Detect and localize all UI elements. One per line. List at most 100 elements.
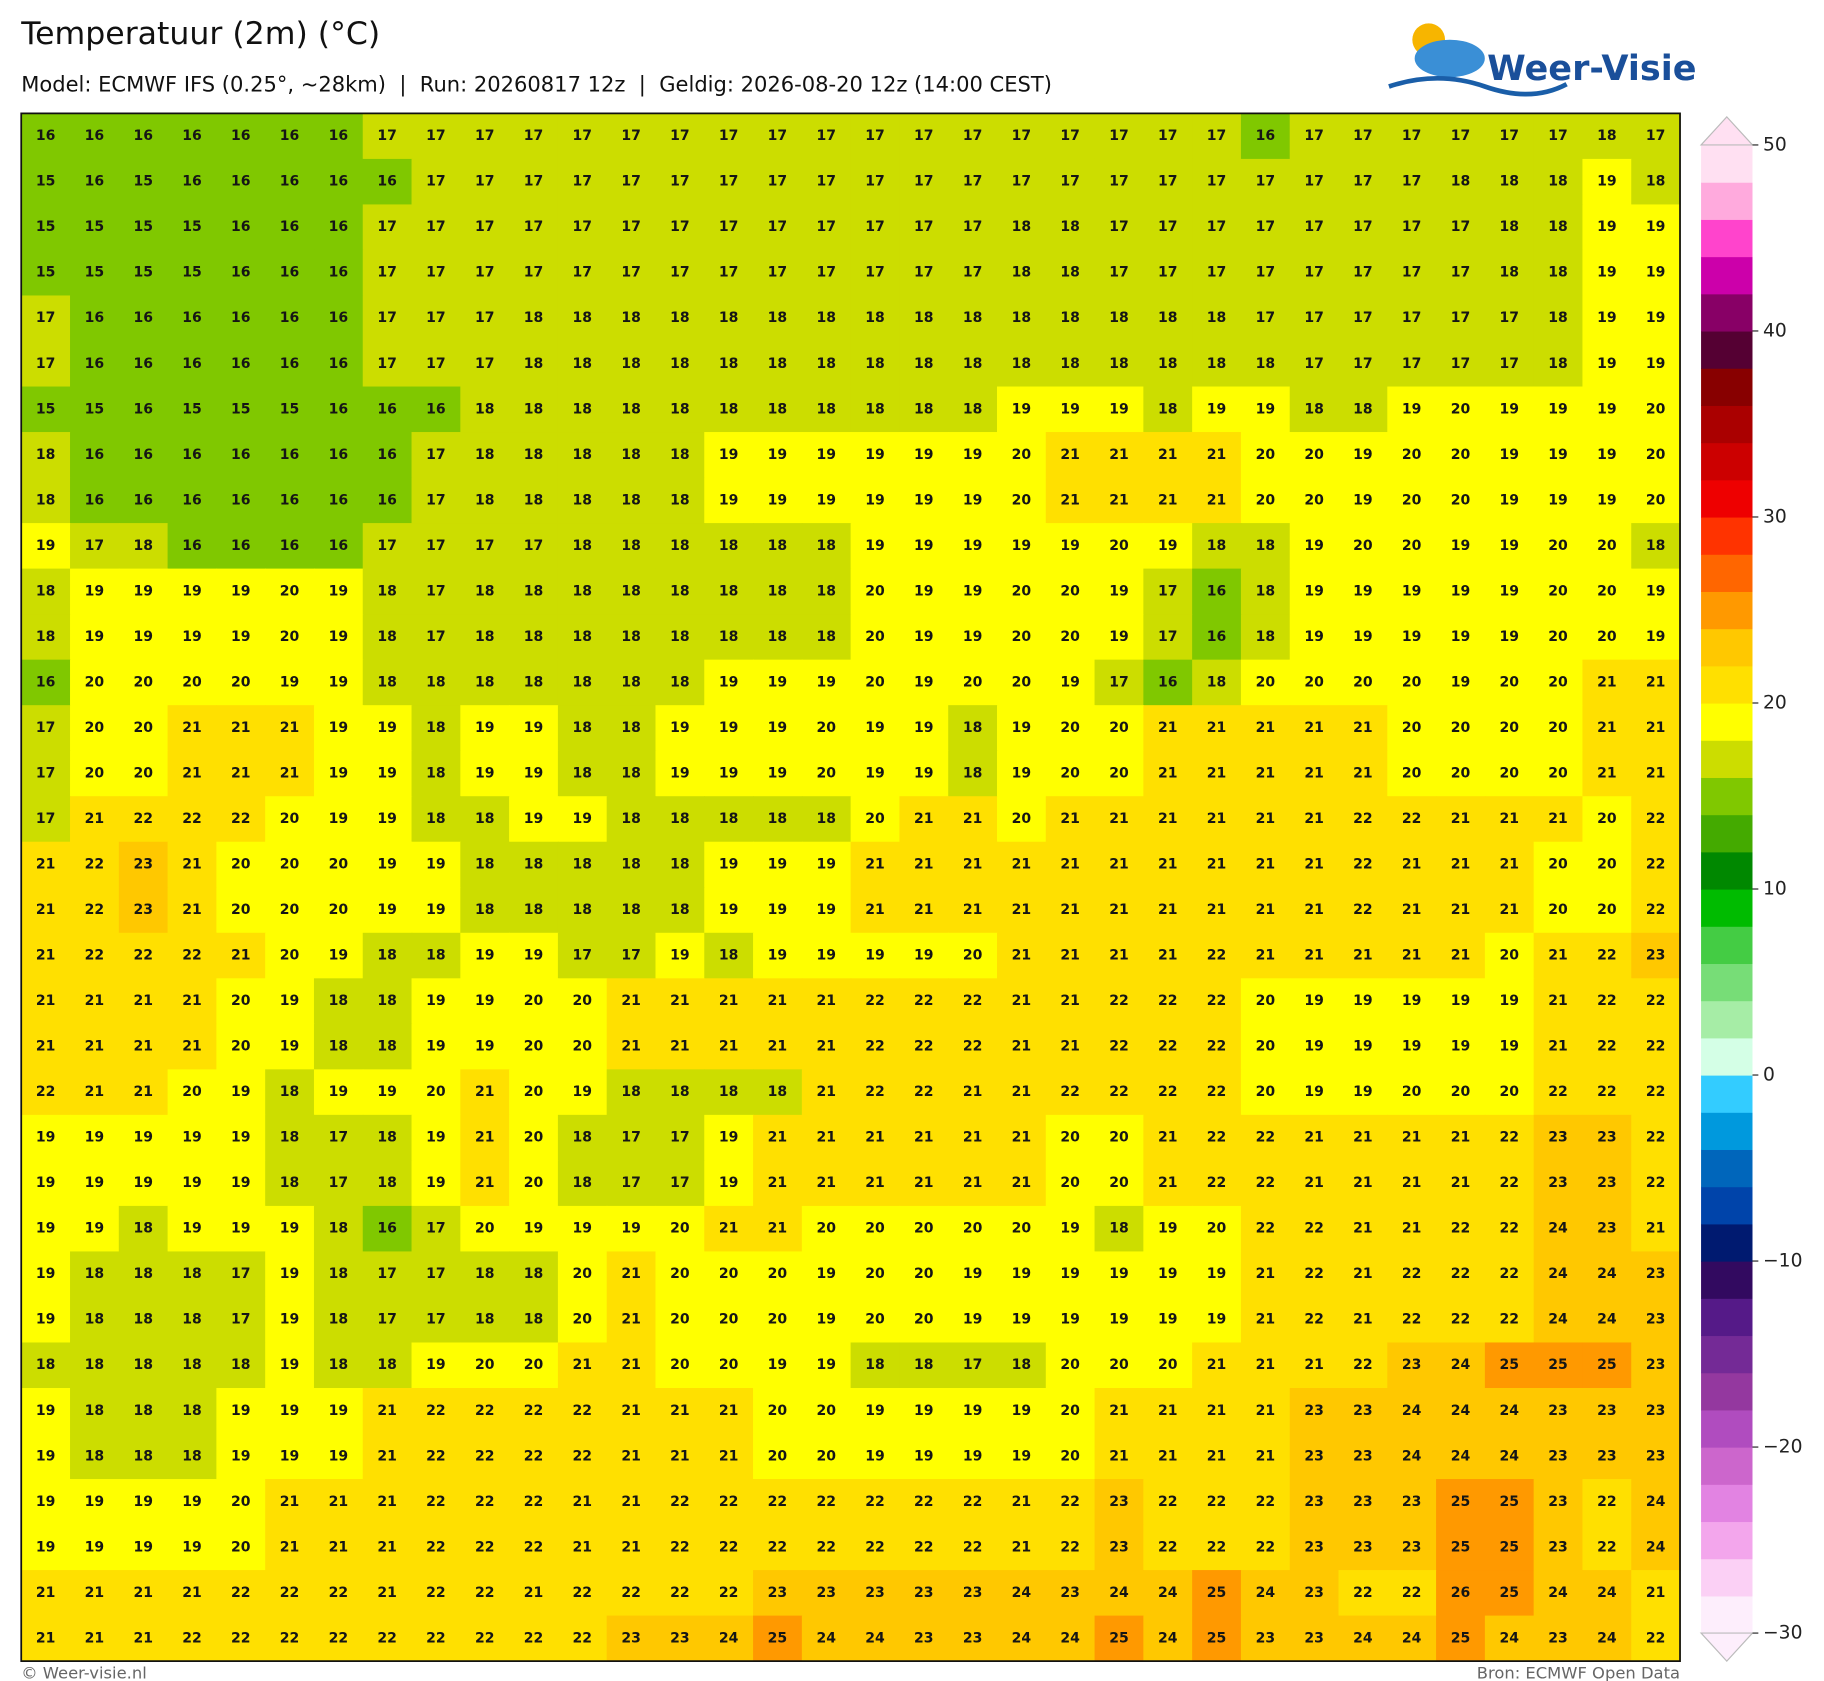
cell-value: 20 (1500, 765, 1520, 781)
cell-value: 22 (182, 1630, 202, 1646)
cell-value: 21 (621, 1403, 641, 1419)
cell-value: 20 (1353, 538, 1373, 554)
cell (1045, 1342, 1096, 1389)
cell (411, 659, 462, 706)
cell (996, 249, 1047, 297)
cell (753, 614, 803, 661)
cell (948, 1479, 998, 1526)
cell (1094, 568, 1145, 615)
cell-value: 22 (1158, 993, 1178, 1009)
cell (216, 1524, 266, 1571)
cell-value: 20 (1500, 674, 1520, 690)
cell-value: 19 (816, 674, 836, 690)
cell-value: 24 (1402, 1403, 1422, 1419)
cell (1289, 1433, 1340, 1480)
cell-value: 22 (573, 1403, 593, 1419)
credit: © Weer-visie.nl (21, 1663, 147, 1681)
cell (1143, 841, 1193, 888)
cell-value: 20 (1012, 1221, 1032, 1237)
cell-value: 24 (1597, 1312, 1617, 1328)
cell (1387, 249, 1437, 297)
cell (509, 113, 559, 160)
cell-value: 22 (524, 1494, 544, 1510)
cell-value: 22 (1451, 1312, 1471, 1328)
cell-value: 17 (719, 219, 739, 235)
cell (1582, 932, 1632, 980)
cell (1338, 705, 1388, 752)
cell-value: 17 (426, 174, 446, 190)
cell-value: 18 (475, 629, 495, 645)
cell-value: 18 (377, 1357, 397, 1373)
cell-value: 20 (1207, 1221, 1227, 1237)
cell (899, 477, 949, 524)
cell (1533, 1296, 1584, 1344)
cell (850, 1069, 901, 1116)
cell (996, 750, 1047, 797)
cell-value: 21 (182, 1039, 202, 1055)
cell (1387, 796, 1437, 843)
cell-value: 20 (865, 674, 885, 690)
cell (1533, 1160, 1584, 1207)
cell (557, 295, 608, 342)
cell (313, 1160, 364, 1207)
cell (1143, 1342, 1193, 1389)
cell (1289, 1114, 1340, 1162)
cell-value: 18 (621, 811, 641, 827)
cell-value: 19 (85, 1494, 105, 1510)
cell-value: 22 (1597, 1084, 1617, 1100)
cell (850, 750, 901, 797)
cell (313, 841, 364, 888)
cell (557, 887, 608, 934)
cell-value: 18 (377, 948, 397, 964)
cell (1631, 1615, 1681, 1662)
cell (118, 1615, 169, 1662)
cell-value: 21 (1158, 811, 1178, 827)
cell (1094, 887, 1145, 934)
cell-value: 19 (1597, 219, 1617, 235)
cell-value: 21 (1256, 948, 1276, 964)
cell-value: 22 (963, 993, 983, 1009)
cell (850, 249, 901, 297)
cell-value: 22 (36, 1084, 56, 1100)
cell-value: 18 (524, 674, 544, 690)
cell-value: 20 (1402, 492, 1422, 508)
cell (1484, 1069, 1535, 1116)
cell-value: 18 (377, 1175, 397, 1191)
cell-value: 22 (1353, 902, 1373, 918)
cell-value: 22 (1646, 993, 1666, 1009)
cell-value: 24 (1548, 1312, 1568, 1328)
cell-value: 22 (1207, 1175, 1227, 1191)
cell-value: 18 (475, 811, 495, 827)
cell-value: 17 (1207, 174, 1227, 190)
cell (118, 1251, 169, 1298)
cell-value: 16 (280, 310, 300, 326)
cell (21, 113, 71, 160)
cell-value: 25 (768, 1630, 788, 1646)
cell (704, 796, 754, 843)
cell-value: 18 (377, 674, 397, 690)
cell (1533, 1615, 1584, 1662)
cell (606, 1069, 657, 1116)
cell (1289, 1296, 1340, 1344)
cell-value: 19 (963, 1403, 983, 1419)
cell-value: 17 (475, 356, 495, 372)
cell-value: 17 (426, 356, 446, 372)
cell-value: 21 (865, 902, 885, 918)
cell-value: 19 (621, 1221, 641, 1237)
cell (411, 1387, 462, 1435)
cell (216, 1023, 266, 1071)
cell-value: 17 (377, 265, 397, 281)
colorbar-bin (1701, 1409, 1753, 1448)
cell-value: 22 (1256, 1539, 1276, 1555)
cell-value: 20 (1060, 629, 1080, 645)
cell (1045, 249, 1096, 297)
cell (118, 568, 169, 615)
cell (850, 1205, 901, 1253)
cell-value: 19 (914, 538, 934, 554)
cell-value: 17 (719, 128, 739, 144)
cell (753, 796, 803, 843)
cell (753, 1251, 803, 1298)
cell (167, 1114, 218, 1162)
cell (1484, 1387, 1535, 1435)
cell (1582, 750, 1632, 797)
